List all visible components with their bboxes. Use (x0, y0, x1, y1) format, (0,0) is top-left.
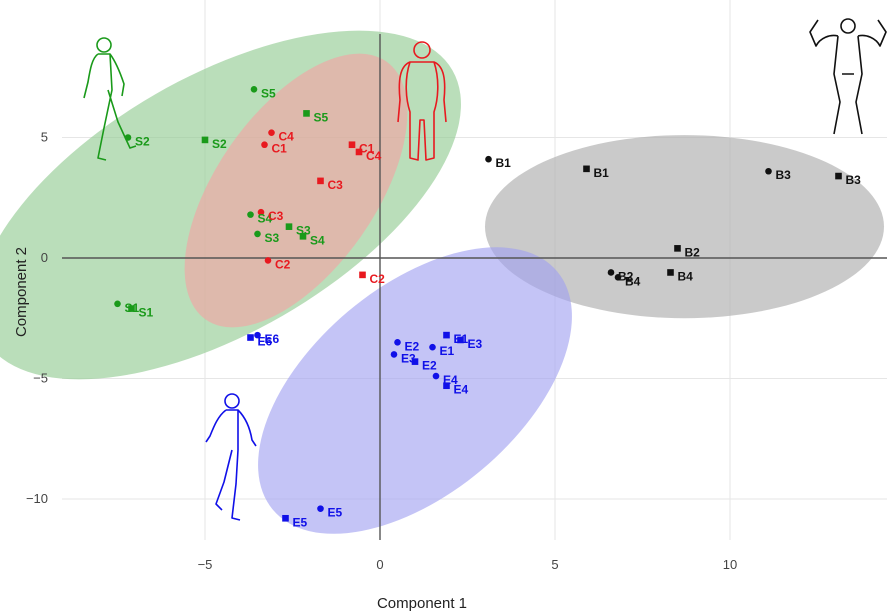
point-b2-square (674, 245, 681, 252)
point-c2-square (359, 271, 366, 279)
x-tick-label: 10 (723, 557, 737, 572)
point-e3-square (457, 336, 464, 344)
point-b3-square (835, 172, 842, 180)
point-s4-square (299, 233, 307, 240)
point-c3-circle (257, 208, 265, 216)
point-e4-square (443, 382, 450, 390)
y-tick-label: 5 (41, 130, 48, 145)
point-e1-square (443, 331, 450, 339)
point-s5-square (303, 110, 310, 117)
x-axis-title: Component 1 (377, 595, 467, 612)
label-s5-square: S5 (314, 110, 329, 124)
label-b4-square: B4 (678, 269, 694, 283)
y-axis-title: Component 2 (13, 247, 30, 337)
y-tick-label: −10 (26, 491, 48, 506)
point-e5-circle (317, 505, 324, 512)
label-b3-square: B3 (846, 173, 862, 187)
label-c3-square: C3 (328, 178, 344, 192)
label-b1-square: B1 (594, 166, 610, 180)
heavy-person-icon (397, 41, 447, 161)
y-tick-label: 0 (41, 250, 48, 265)
label-e4-circle: E4 (443, 373, 458, 387)
label-b4-circle: B4 (625, 274, 641, 288)
group-ellipses (0, 30, 884, 534)
label-s1-square: S1 (139, 306, 154, 320)
ellipse-group-e (258, 247, 572, 534)
tick-labels: −5 0 5 10 −10 −5 0 5 (26, 130, 737, 573)
label-s3-circle: S3 (265, 231, 280, 245)
label-s4-square: S4 (310, 233, 325, 247)
point-s3-circle (254, 230, 261, 238)
label-e3-square: E3 (468, 337, 483, 351)
label-e1-circle: E1 (440, 344, 455, 358)
point-b4-circle (614, 273, 622, 281)
label-b2-square: B2 (685, 245, 701, 259)
label-b1-circle: B1 (496, 156, 512, 170)
point-e6-square (247, 334, 254, 341)
point-b4-square (667, 269, 674, 276)
label-s2-square: S2 (212, 137, 227, 151)
point-b2-circle (607, 269, 615, 276)
x-tick-label: 5 (551, 557, 558, 572)
label-b3-circle: B3 (776, 168, 792, 182)
point-s1-square (128, 305, 135, 312)
point-c1-square (348, 141, 356, 149)
ellipse-group-b (485, 135, 884, 319)
label-e5-circle: E5 (328, 506, 343, 520)
bodybuilder-icon (809, 18, 887, 135)
label-s5-circle: S5 (261, 86, 276, 100)
label-c4-square: C4 (366, 149, 382, 163)
label-e2-circle: E2 (405, 339, 420, 353)
label-s3-square: S3 (296, 224, 311, 238)
point-s1-circle (114, 300, 121, 308)
point-e2-circle (394, 339, 401, 346)
runner-icon (83, 37, 137, 161)
label-c2-square: C2 (370, 272, 386, 286)
endurance-runner-icon (205, 393, 257, 521)
ellipse-group-c (184, 53, 408, 328)
label-s4-circle: S4 (258, 212, 273, 226)
point-e4-circle (432, 372, 440, 380)
y-tick-label: −5 (33, 371, 48, 386)
label-s1-circle: S1 (125, 301, 140, 315)
point-s5-circle (250, 86, 258, 93)
point-c2-circle (264, 257, 272, 264)
point-c4-square (355, 148, 363, 156)
x-tick-label: −5 (198, 557, 213, 572)
point-c3-square (317, 177, 324, 185)
label-s2-circle: S2 (135, 135, 150, 149)
label-e1-square: E1 (454, 332, 469, 346)
label-c1-circle: C1 (272, 142, 288, 156)
point-e6-circle (254, 331, 261, 339)
point-b1-square (583, 165, 590, 173)
label-c2-circle: C2 (275, 257, 291, 271)
label-e5-square: E5 (293, 515, 308, 529)
label-e6-circle: E6 (265, 332, 280, 346)
label-c4-circle: C4 (279, 130, 295, 144)
point-e1-circle (429, 343, 436, 351)
zero-axes (62, 34, 887, 540)
label-e3-circle: E3 (401, 351, 416, 365)
label-e4-square: E4 (454, 383, 469, 397)
point-s4-circle (247, 211, 254, 218)
point-c1-circle (261, 141, 268, 149)
point-e2-square (411, 358, 419, 365)
point-s3-square (285, 223, 293, 230)
x-tick-label: 0 (376, 557, 383, 572)
label-c3-circle: C3 (268, 209, 284, 223)
point-b1-circle (485, 155, 492, 163)
label-e2-square: E2 (422, 359, 437, 373)
point-e3-circle (390, 351, 398, 358)
data-points (114, 86, 842, 522)
point-b3-circle (765, 167, 772, 175)
point-s2-square (201, 136, 209, 144)
label-e6-square: E6 (258, 335, 273, 349)
label-c1-square: C1 (359, 142, 375, 156)
label-b2-circle: B2 (618, 269, 634, 283)
point-e5-square (282, 514, 289, 522)
point-c4-circle (268, 129, 275, 136)
